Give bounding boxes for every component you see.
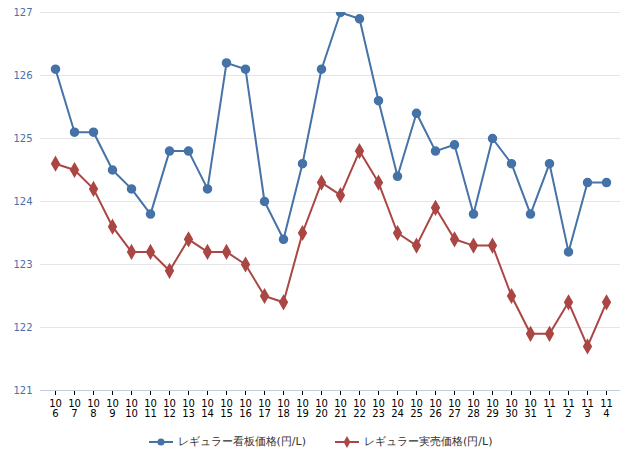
svg-text:1015: 1015 <box>220 398 233 419</box>
svg-text:1028: 1028 <box>467 398 480 419</box>
svg-text:127: 127 <box>13 7 32 18</box>
svg-text:1012: 1012 <box>163 398 176 419</box>
svg-text:1020: 1020 <box>315 398 328 419</box>
svg-text:113: 113 <box>581 398 594 419</box>
svg-text:112: 112 <box>562 398 575 419</box>
svg-text:111: 111 <box>543 398 556 419</box>
html-text:レギュラー看板価格(円/L): レギュラー看板価格(円/L) <box>177 435 306 448</box>
svg-text:122: 122 <box>13 322 32 333</box>
svg-text:107: 107 <box>68 398 81 419</box>
svg-text:1024: 1024 <box>391 398 404 419</box>
svg-text:1027: 1027 <box>448 398 461 419</box>
svg-text:1019: 1019 <box>296 398 309 419</box>
svg-text:114: 114 <box>600 398 613 419</box>
svg-text:1025: 1025 <box>410 398 423 419</box>
svg-text:109: 109 <box>106 398 119 419</box>
svg-text:1014: 1014 <box>201 398 214 419</box>
svg-text:1017: 1017 <box>258 398 271 419</box>
svg-text:124: 124 <box>13 196 32 207</box>
svg-text:1018: 1018 <box>277 398 290 419</box>
svg-text:121: 121 <box>13 385 32 396</box>
svg-text:108: 108 <box>87 398 100 419</box>
svg-text:1011: 1011 <box>144 398 157 419</box>
html-text:レギュラー実売価格(円/L): レギュラー実売価格(円/L) <box>364 435 493 448</box>
svg-text:126: 126 <box>13 70 32 81</box>
svg-text:1023: 1023 <box>372 398 385 419</box>
svg-text:1013: 1013 <box>182 398 195 419</box>
svg-text:1031: 1031 <box>524 398 537 419</box>
svg-text:1010: 1010 <box>125 398 138 419</box>
svg-text:123: 123 <box>13 259 32 270</box>
svg-text:1016: 1016 <box>239 398 252 419</box>
svg-text:1022: 1022 <box>353 398 366 419</box>
svg-text:1026: 1026 <box>429 398 442 419</box>
svg-text:125: 125 <box>13 133 32 144</box>
svg-text:1029: 1029 <box>486 398 499 419</box>
svg-text:106: 106 <box>49 398 62 419</box>
svg-text:1030: 1030 <box>505 398 518 419</box>
svg-text:1021: 1021 <box>334 398 347 419</box>
